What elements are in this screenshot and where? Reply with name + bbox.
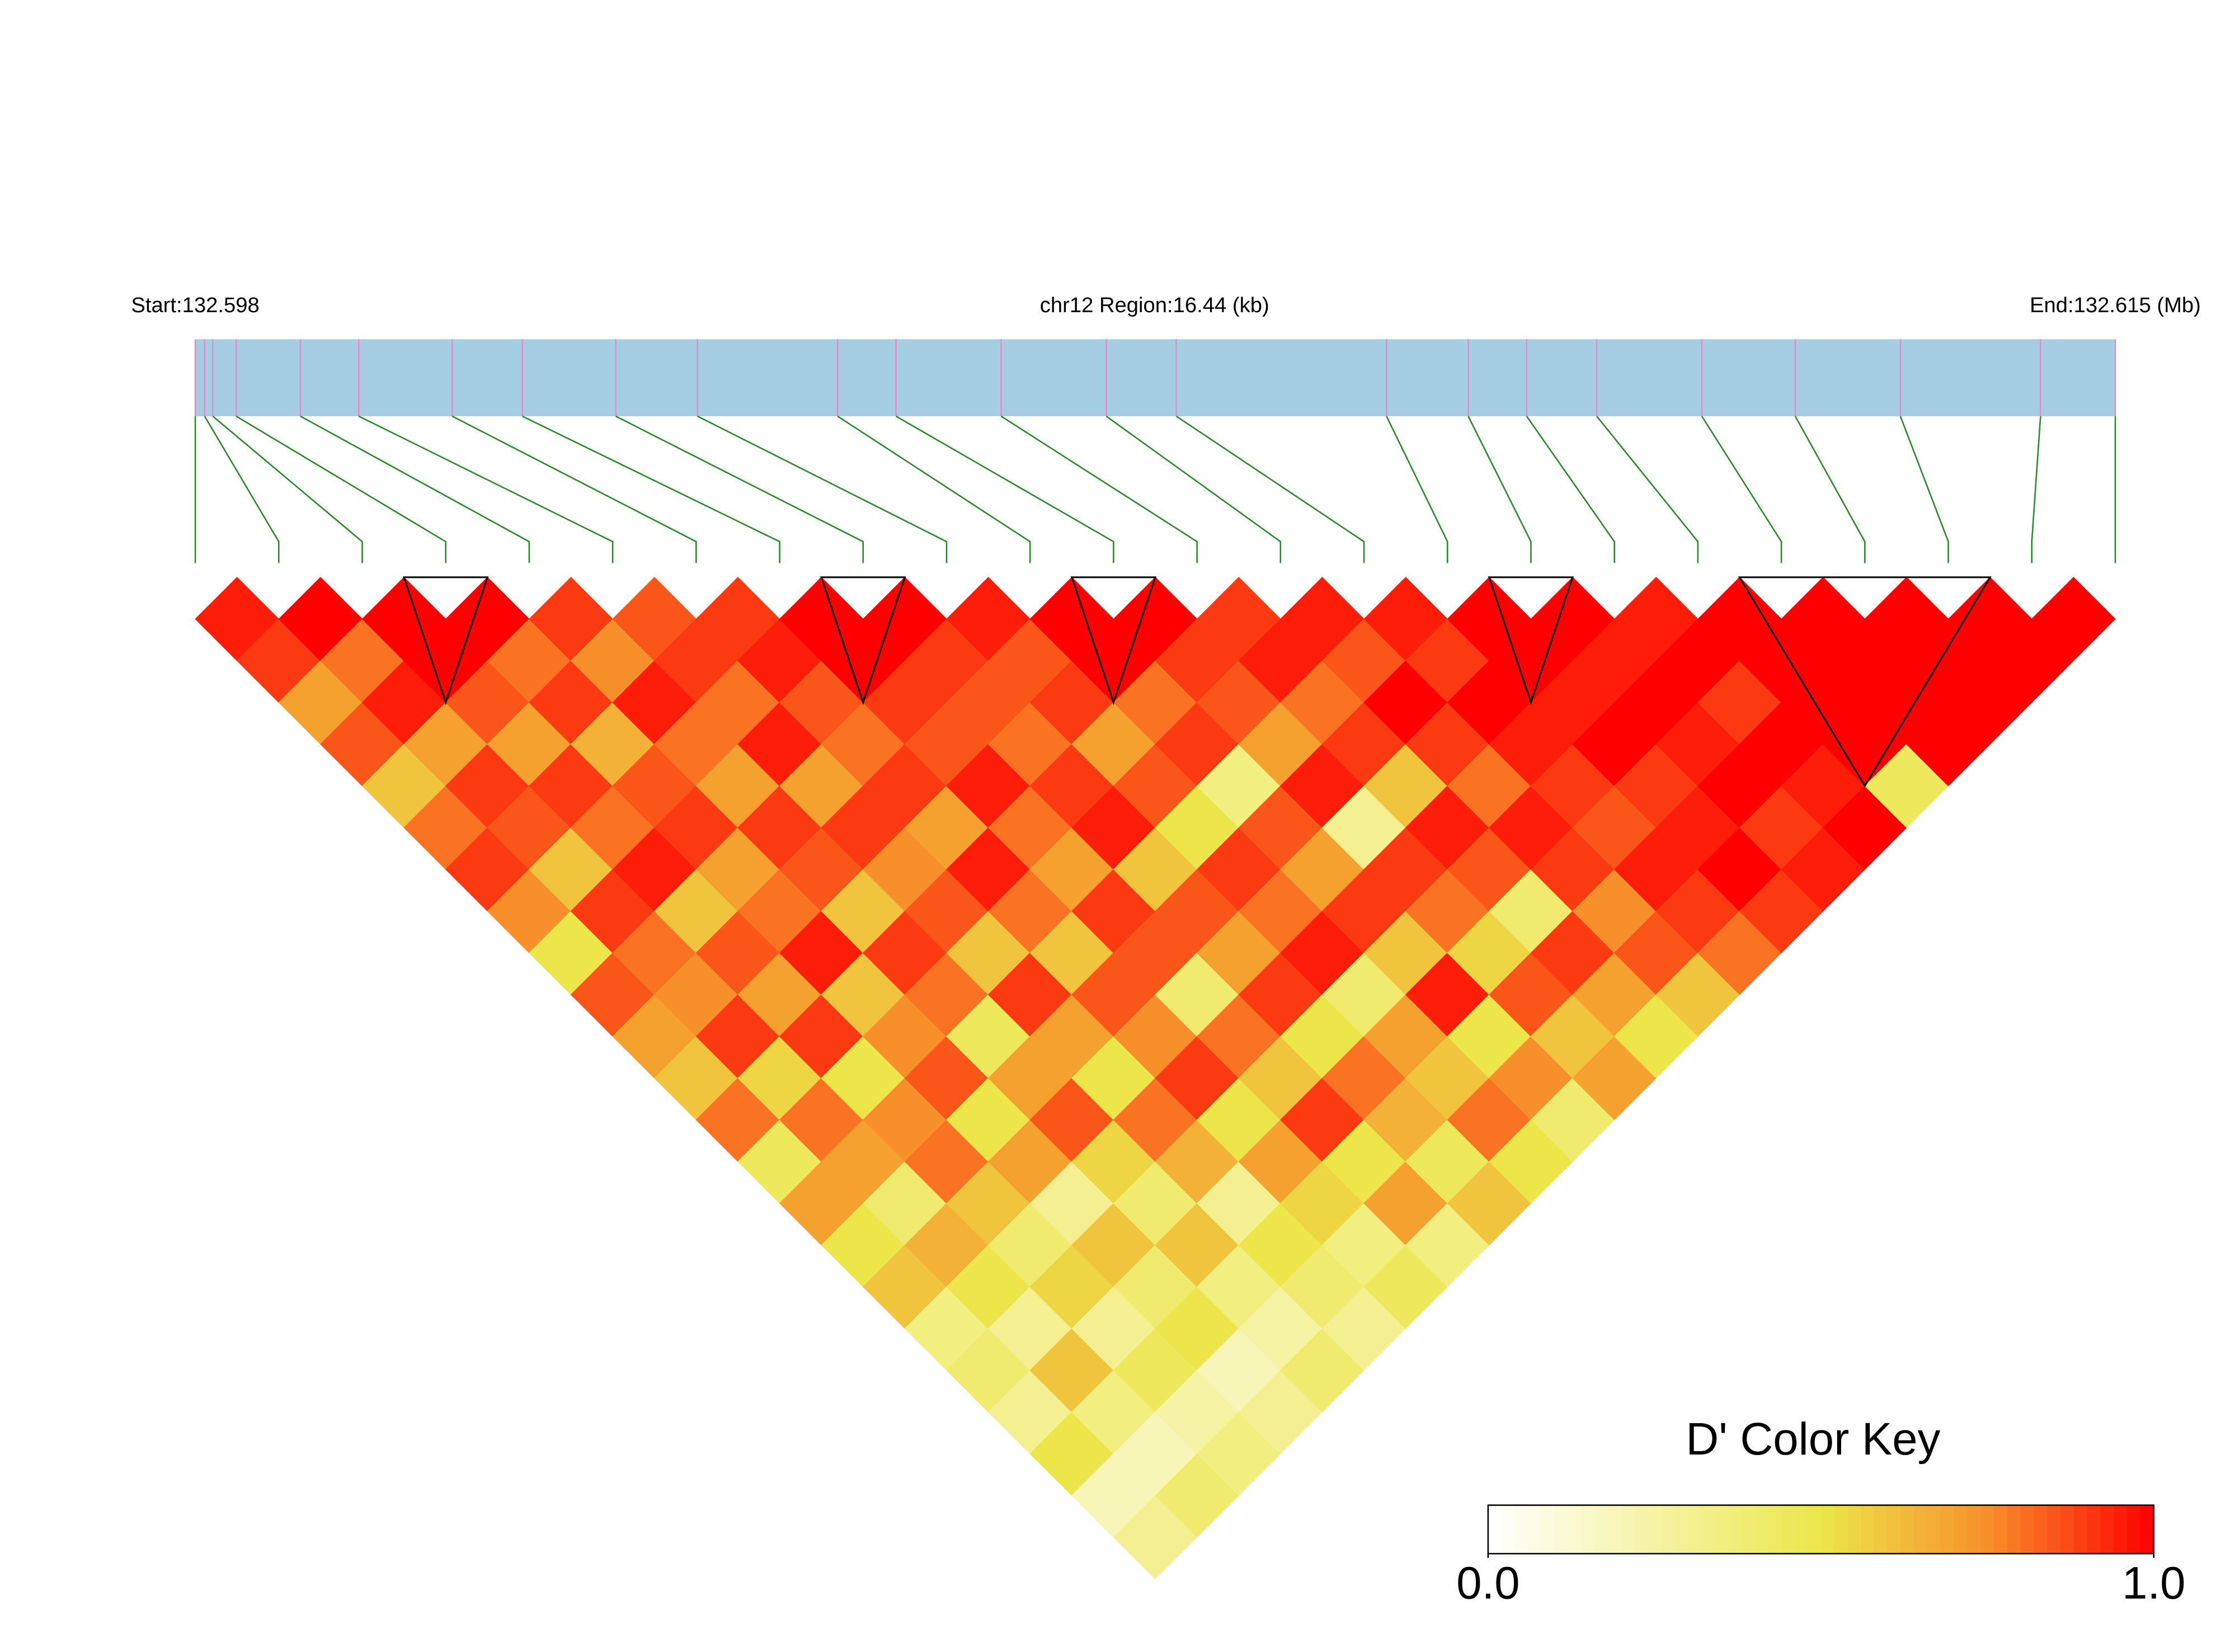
color-key-step xyxy=(2007,1505,2022,1554)
snp-link xyxy=(1105,415,1282,563)
color-key-step xyxy=(2047,1505,2062,1554)
color-key-step xyxy=(2020,1505,2035,1554)
end-label: End:132.615 (Mb) xyxy=(2030,293,2201,317)
color-key-step xyxy=(1834,1505,1848,1554)
color-key-step xyxy=(1980,1505,1995,1554)
color-key-step xyxy=(1701,1505,1715,1554)
snp-link xyxy=(1175,415,1365,563)
snp-link xyxy=(1794,416,1866,563)
snp-link xyxy=(300,415,530,563)
color-key-step xyxy=(1754,1505,1768,1554)
color-key-step xyxy=(1488,1505,1503,1554)
haplotype-block xyxy=(402,576,489,705)
snp-link xyxy=(615,415,864,563)
snp-link xyxy=(522,415,780,563)
snp-link xyxy=(451,415,697,563)
color-key-step xyxy=(1781,1505,1795,1554)
color-key-step xyxy=(1568,1505,1582,1554)
snp-link xyxy=(837,415,1031,563)
snp-link xyxy=(212,416,363,563)
start-label: Start:132.598 xyxy=(131,293,259,317)
color-key-step xyxy=(2034,1505,2048,1554)
color-key-step xyxy=(1847,1505,1862,1554)
color-key-step xyxy=(2114,1505,2128,1554)
color-key-step xyxy=(1661,1505,1676,1554)
region-label: chr12 Region:16.44 (kb) xyxy=(1040,293,1269,317)
color-key-step xyxy=(2140,1505,2155,1554)
color-key-step xyxy=(1581,1505,1596,1554)
color-key-step xyxy=(1634,1505,1649,1554)
color-key-step xyxy=(1608,1505,1622,1554)
color-key-step xyxy=(1554,1505,1569,1554)
color-key-step xyxy=(1861,1505,1875,1554)
color-key-step xyxy=(1594,1505,1609,1554)
color-key-title: D' Color Key xyxy=(1686,1414,1940,1465)
color-key-step xyxy=(1528,1505,1542,1554)
color-key-step xyxy=(1887,1505,1902,1554)
color-key-step xyxy=(1820,1505,1835,1554)
color-key-label: 1.0 xyxy=(2122,1557,2185,1608)
snp-link xyxy=(1596,416,1699,563)
color-key-step xyxy=(1621,1505,1635,1554)
color-key-step xyxy=(1794,1505,1809,1554)
color-key-step xyxy=(1648,1505,1662,1554)
snp-link xyxy=(1899,416,1949,563)
color-key-step xyxy=(1874,1505,1889,1554)
color-key-step xyxy=(1808,1505,1822,1554)
color-key-step xyxy=(2060,1505,2075,1554)
snp-link xyxy=(204,416,280,563)
color-key-step xyxy=(1541,1505,1556,1554)
color-key-step xyxy=(2073,1505,2088,1554)
color-key-step xyxy=(1674,1505,1689,1554)
color-key-step xyxy=(1728,1505,1742,1554)
snp-link xyxy=(358,415,614,563)
color-key-step xyxy=(1941,1505,1955,1554)
snp-link xyxy=(895,415,1114,563)
genome-bar xyxy=(195,339,2115,416)
color-key-step xyxy=(1501,1505,1516,1554)
color-key-step xyxy=(2087,1505,2101,1554)
snp-link xyxy=(1386,416,1448,563)
color-key-frame xyxy=(1487,1504,2155,1555)
snp-link xyxy=(1701,416,1782,563)
snp-link xyxy=(1000,415,1198,563)
color-key-step xyxy=(1741,1505,1756,1554)
snp-link xyxy=(236,415,446,563)
ld-cell xyxy=(2031,577,2116,661)
haplotype-block xyxy=(820,576,906,705)
color-key-step xyxy=(1927,1505,1942,1554)
color-key-step xyxy=(2127,1505,2142,1554)
snp-link xyxy=(2031,416,2041,563)
color-key-step xyxy=(1914,1505,1928,1554)
haplotype-block xyxy=(1738,576,1992,788)
color-key-step xyxy=(1994,1505,2008,1554)
color-key-step xyxy=(1967,1505,1982,1554)
snp-link xyxy=(697,415,948,563)
color-key-step xyxy=(1714,1505,1729,1554)
color-key-step xyxy=(1514,1505,1529,1554)
haplotype-block xyxy=(1070,576,1157,705)
haplotype-block xyxy=(1488,576,1574,705)
snp-link xyxy=(1467,416,1532,563)
color-key-step xyxy=(1767,1505,1782,1554)
color-key-label: 0.0 xyxy=(1456,1557,1519,1608)
color-key-step xyxy=(1687,1505,1702,1554)
snp-link xyxy=(1526,416,1615,563)
color-key-step xyxy=(1900,1505,1915,1554)
color-key-step xyxy=(1954,1505,1968,1554)
color-key-step xyxy=(2100,1505,2115,1554)
